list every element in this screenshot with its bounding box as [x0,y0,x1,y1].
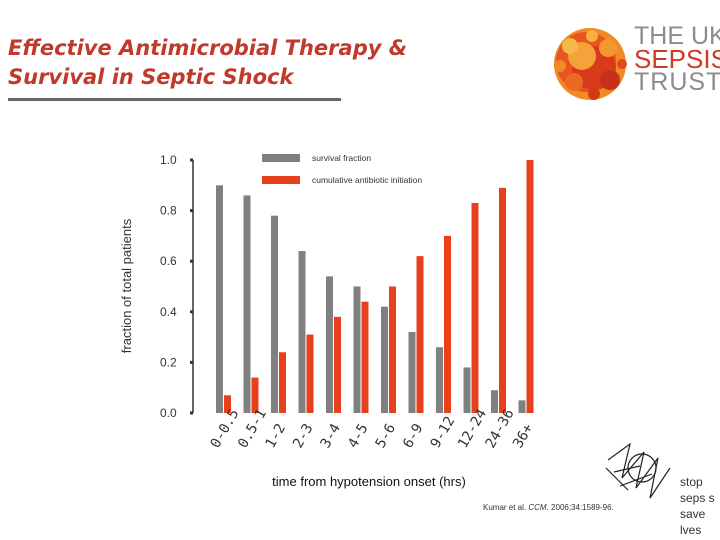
survival-fraction-bar [381,306,388,413]
x-tick-label: 6-9 [400,421,427,451]
cumulative-antibiotic-bar [279,352,286,413]
citation: Kumar et al. CCM. 2006;34:1589-96. [483,503,614,512]
x-tick-label: 2-3 [290,421,317,451]
survival-fraction-bar [518,400,526,413]
title-underline [8,98,341,101]
cumulative-antibiotic-bar [224,395,231,413]
y-tick-label: 1.0 [160,153,177,167]
cumulative-antibiotic-bar [416,256,424,413]
sepsis-logo-mark-icon [554,28,627,100]
survival-fraction-bar [436,347,443,413]
x-tick-label: 3-4 [318,421,345,451]
x-axis-title: time from hypotension onset (hrs) [272,474,466,489]
x-tick-label: 4-5 [345,421,372,451]
logo-wordmark: THE UK SEPSIS TRUST [634,22,720,96]
cumulative-antibiotic-bar [334,316,341,413]
survival-fraction-bar [271,215,278,413]
y-tick-label: 0.8 [160,204,177,218]
survival-fraction-bar [491,390,498,413]
svg-text:stop: stop [680,475,703,489]
survival-fraction-bar [243,195,251,413]
uk-sepsis-trust-logo: THE UK SEPSIS TRUST [548,22,720,108]
logo-line-trust: TRUST [634,68,720,96]
stop-sepsis-save-lives-stamp: stop seps s save lves [605,442,715,537]
y-tick-label: 0.4 [160,305,177,319]
legend-swatch-cumulative [262,176,300,184]
y-tick-label: 0.6 [160,254,177,268]
survival-fraction-bar [298,251,306,413]
cumulative-antibiotic-bar [471,203,479,413]
svg-text:seps s: seps s [680,491,715,505]
svg-text:lves: lves [680,523,701,537]
cumulative-antibiotic-bar [361,301,369,413]
logo-line-the-uk: THE UK [634,22,720,50]
citation-authors: Kumar et al. [483,503,527,512]
x-tick-label: 9-12 [428,414,459,451]
citation-journal: CCM [528,503,547,512]
y-tick-label: 0.0 [160,406,177,420]
cumulative-antibiotic-bar [526,160,534,413]
y-tick-label: 0.2 [160,355,177,369]
x-tick-label: 1-2 [263,421,290,451]
logo-line-sepsis: SEPSIS [634,44,720,74]
survival-fraction-bar [326,276,333,413]
slide-title: Effective Antimicrobial Therapy & Surviv… [8,34,408,92]
cumulative-antibiotic-bar [389,286,396,413]
slide-title-line-2: Survival in Septic Shock [8,65,294,89]
svg-text:save: save [680,507,706,521]
x-tick-label: 36+ [510,421,537,451]
cumulative-antibiotic-bar [444,235,451,413]
citation-details: . 2006;34:1589-96. [546,503,614,512]
legend-label-cumulative: cumulative antibiotic initiation [312,175,422,185]
survival-fraction-bar [463,367,471,413]
cumulative-antibiotic-bar [306,334,314,413]
y-axis-title: fraction of total patients [119,218,134,353]
survival-fraction-bar [408,332,416,413]
slide-title-line-1: Effective Antimicrobial Therapy & [8,36,408,60]
survival-fraction-bar [353,286,361,413]
legend-swatch-survival [262,154,300,162]
legend-label-survival: survival fraction [312,153,371,163]
x-tick-label: 5-6 [373,421,400,451]
survival-fraction-bar [216,185,223,413]
cumulative-antibiotic-bar [499,187,506,413]
cumulative-antibiotic-bar [251,377,259,413]
